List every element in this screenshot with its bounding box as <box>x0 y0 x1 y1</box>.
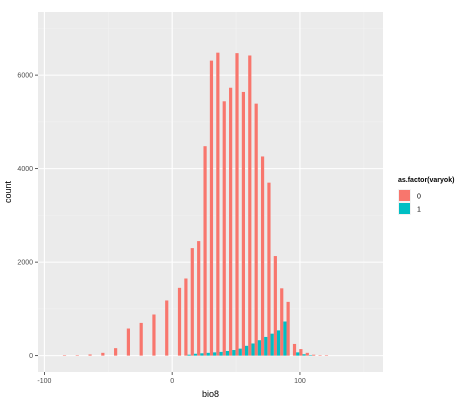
bar-series-1 <box>245 345 249 356</box>
bar-series-0 <box>248 55 252 356</box>
bar-series-1 <box>276 330 281 356</box>
bar-series-1 <box>296 352 300 356</box>
y-tick-label: 2000 <box>17 260 33 267</box>
bar-series-0 <box>197 241 201 356</box>
bar-series-0 <box>126 328 130 356</box>
bar-series-0 <box>139 322 143 356</box>
bar-series-0 <box>324 355 329 356</box>
legend-title: as.factor(varyok) <box>398 177 454 184</box>
legend: as.factor(varyok) 0 1 <box>398 177 454 215</box>
x-tick-label: -100 <box>37 378 51 385</box>
bar-series-1 <box>251 343 255 356</box>
y-axis-title: count <box>3 180 13 203</box>
x-axis-title: bio8 <box>202 389 219 399</box>
histogram-bars <box>62 52 329 356</box>
bar-series-0 <box>101 352 105 356</box>
bar-series-1 <box>193 353 198 356</box>
bar-series-0 <box>229 87 233 356</box>
x-tick-label: 0 <box>170 378 174 385</box>
bar-series-0 <box>273 256 277 356</box>
bar-series-0 <box>62 355 67 356</box>
legend-key-swatch <box>399 203 410 214</box>
legend-key-swatch <box>399 190 410 201</box>
y-tick-label: 4000 <box>17 166 33 173</box>
bar-series-0 <box>241 91 245 356</box>
bar-series-0 <box>235 53 239 356</box>
bar-series-1 <box>232 350 236 356</box>
y-tick-label: 0 <box>29 353 33 360</box>
bar-series-1 <box>283 321 287 356</box>
bar-series-1 <box>270 333 274 356</box>
bar-series-1 <box>257 340 261 356</box>
bar-series-0 <box>318 355 322 356</box>
bar-series-0 <box>203 146 207 356</box>
legend-label: 0 <box>417 194 421 201</box>
bar-series-0 <box>209 60 214 356</box>
bar-series-0 <box>75 355 79 356</box>
bar-series-1 <box>302 354 306 356</box>
bar-series-0 <box>260 156 265 356</box>
bar-series-1 <box>238 348 242 356</box>
bar-series-0 <box>222 101 226 356</box>
bar-series-0 <box>267 182 271 356</box>
bar-series-0 <box>184 278 188 356</box>
bar-series-1 <box>225 350 230 356</box>
bar-series-0 <box>312 354 316 356</box>
bar-series-0 <box>305 352 309 356</box>
bar-series-0 <box>190 248 194 356</box>
legend-label: 1 <box>417 207 421 214</box>
bar-series-1 <box>219 351 223 356</box>
bar-series-1 <box>206 352 210 356</box>
bar-series-0 <box>254 103 258 356</box>
bar-series-1 <box>200 353 204 356</box>
bar-series-0 <box>216 52 220 356</box>
bar-series-0 <box>88 354 92 356</box>
bar-series-0 <box>280 288 284 356</box>
bar-series-0 <box>165 300 169 356</box>
y-tick-label: 6000 <box>17 73 33 80</box>
x-tick-label: 100 <box>294 378 306 385</box>
bar-series-1 <box>187 354 191 356</box>
bar-series-0 <box>152 314 156 356</box>
bar-series-0 <box>299 349 303 356</box>
bar-series-1 <box>213 352 217 356</box>
bar-series-0 <box>177 287 182 356</box>
bar-series-0 <box>286 301 290 356</box>
bar-series-0 <box>292 343 297 356</box>
bar-series-0 <box>114 348 118 356</box>
bar-series-1 <box>264 336 268 356</box>
bar-series-1 <box>308 355 313 356</box>
